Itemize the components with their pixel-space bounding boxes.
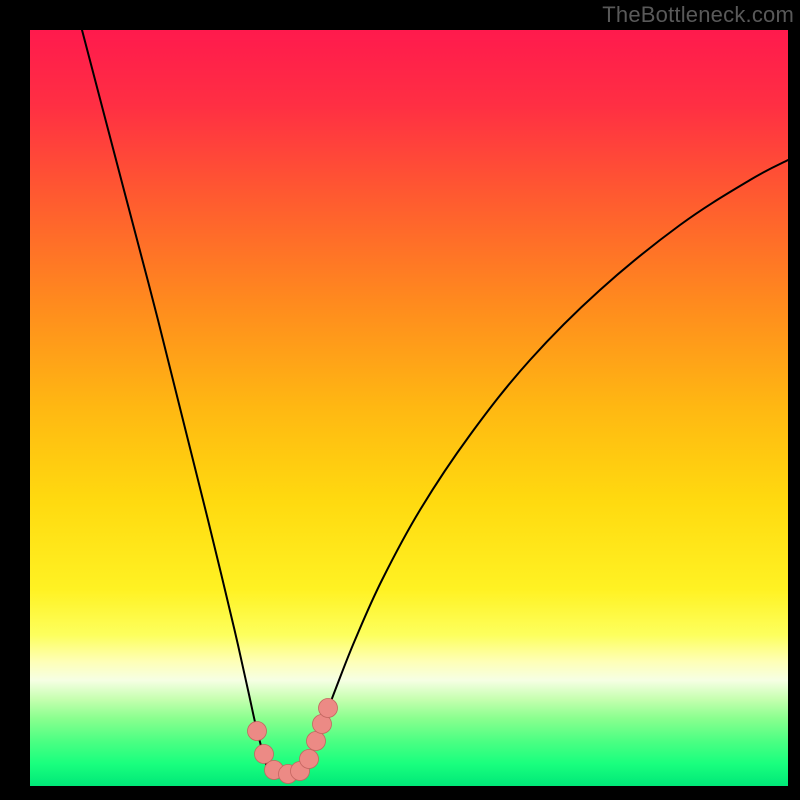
watermark-text: TheBottleneck.com [602, 2, 794, 28]
curve-marker [248, 722, 267, 741]
bottleneck-chart [0, 0, 800, 800]
curve-marker [319, 699, 338, 718]
curve-marker [300, 750, 319, 769]
plot-background [30, 30, 788, 786]
curve-marker [307, 732, 326, 751]
curve-marker [255, 745, 274, 764]
